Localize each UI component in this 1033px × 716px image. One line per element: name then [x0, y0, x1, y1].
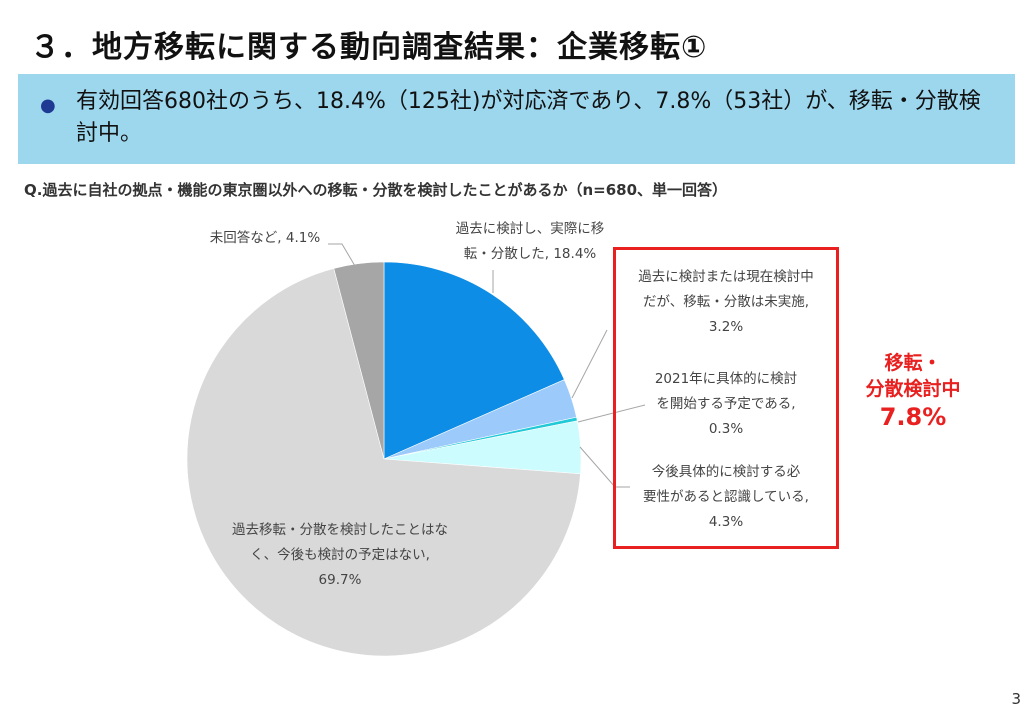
slice-label-line: 未回答など, 4.1% [209, 230, 321, 246]
summary-callout: 移転・ 分散検討中 7.8% [848, 350, 978, 432]
summary-value: 7.8% [879, 403, 947, 431]
slice-label-4: 過去移転・分散を検討したことはな く、今後も検討の予定はない, 69.7% [220, 518, 460, 593]
slice-label-line: く、今後も検討の予定はない, [250, 547, 430, 563]
slice-label-line: だが、移転・分散は未実施, [642, 294, 810, 310]
slice-label-3: 今後具体的に検討する必 要性があると認識している, 4.3% [620, 460, 832, 535]
page-title: ３．地方移転に関する動向調査結果：企業移転① [30, 30, 708, 65]
highlight-box [613, 247, 839, 549]
slice-label-line: 過去に検討または現在検討中 [638, 269, 814, 285]
slice-label-line: 3.2% [708, 319, 744, 335]
slice-label-0: 過去に検討し、実際に移 転・分散した, 18.4% [440, 217, 620, 267]
slice-label-line: 2021年に具体的に検討 [654, 371, 798, 387]
slice-label-line: 過去移転・分散を検討したことはな [232, 522, 448, 538]
pie-slice-0 [383, 261, 565, 460]
leader-line-5 [328, 243, 356, 267]
slice-label-1: 過去に検討または現在検討中 だが、移転・分散は未実施, 3.2% [620, 265, 832, 340]
slice-label-line: 4.3% [708, 514, 744, 530]
slice-label-line: を開始する予定である, [656, 396, 796, 412]
banner-text: 有効回答680社のうち、18.4%（125社)が対応済であり、7.8%（53社）… [76, 89, 981, 146]
leader-line-1 [571, 329, 608, 399]
summary-line-2: 分散検討中 [865, 378, 961, 400]
slice-label-line: 過去に検討し、実際に移 [455, 221, 605, 237]
slice-label-5: 未回答など, 4.1% [195, 226, 335, 251]
leader-line-2 [577, 404, 646, 423]
slice-label-line: 転・分散した, 18.4% [463, 246, 597, 262]
bullet-icon: ● [40, 95, 56, 116]
summary-banner: ● 有効回答680社のうち、18.4%（125社)が対応済であり、7.8%（53… [18, 74, 1015, 164]
slice-label-line: 69.7% [318, 572, 362, 588]
summary-line-1: 移転・ [884, 352, 942, 374]
survey-question: Q.過去に自社の拠点・機能の東京圏以外への移転・分散を検討したことがあるか（n=… [24, 181, 728, 199]
slice-label-line: 要性があると認識している, [643, 489, 809, 505]
page-number: 3 [1011, 690, 1021, 708]
pie-slice-4 [186, 268, 581, 657]
pie-slice-5 [333, 261, 385, 460]
slice-label-2: 2021年に具体的に検討 を開始する予定である, 0.3% [620, 367, 832, 442]
slice-label-line: 今後具体的に検討する必 [651, 464, 801, 480]
slice-label-line: 0.3% [708, 421, 744, 437]
